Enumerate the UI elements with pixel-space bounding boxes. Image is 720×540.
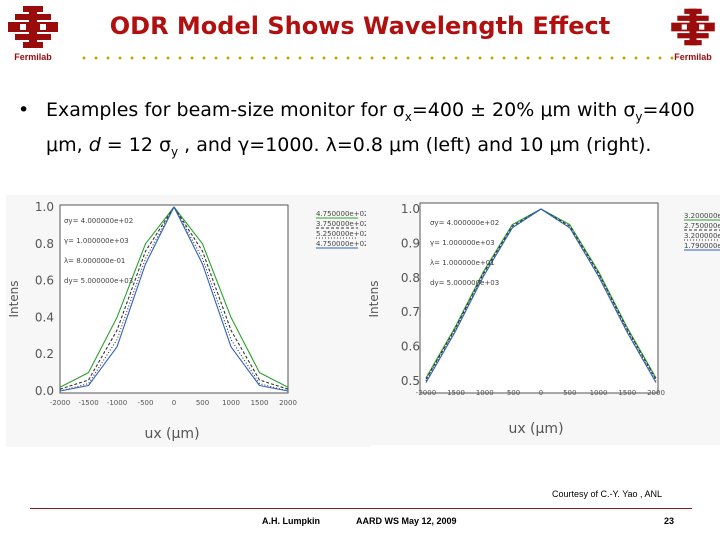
parameter-label: σy= 4.000000e+02 xyxy=(64,217,133,225)
legend-entry: 2.750000e+02 xyxy=(684,222,720,230)
y-tick-label: 0.8 xyxy=(35,237,54,251)
y-tick-label: 0.7 xyxy=(401,305,420,319)
footer-meeting: AARD WS May 12, 2009 xyxy=(356,516,457,526)
x-tick-label: -2000 xyxy=(416,389,436,397)
left-plot: 1.0 0.8 0.6 0.4 0.2 0.0 -2000 -1500 -1000 -500 0 5… xyxy=(6,195,371,447)
left-plot-xlabel: ux (μm) xyxy=(144,426,199,442)
x-tick-label: -500 xyxy=(138,399,154,407)
left-plot-ylabel: Intens xyxy=(7,280,21,317)
slide-title: ODR Model Shows Wavelength Effect xyxy=(109,12,611,40)
footer-author: A.H. Lumpkin xyxy=(262,516,320,526)
bullet-text: Examples for beam-size monitor for σx=40… xyxy=(46,99,695,159)
parameter-label: dy= 5.000000e+03 xyxy=(430,279,499,287)
y-tick-label: 0.5 xyxy=(401,374,420,388)
y-tick-label: 0.9 xyxy=(401,236,420,250)
series-line xyxy=(425,208,657,383)
legend-entry: 1.790000e+02 xyxy=(684,242,720,250)
y-tick-label: 0.0 xyxy=(35,384,54,398)
courtesy-note: Courtesy of C.-Y. Yao , ANL xyxy=(552,489,663,499)
x-tick-label: 1500 xyxy=(251,399,269,407)
x-tick-label: 1000 xyxy=(590,389,608,397)
x-tick-label: -500 xyxy=(504,389,520,397)
y-tick-label: 1.0 xyxy=(401,202,420,216)
x-tick-label: -1000 xyxy=(473,389,493,397)
legend-entry: 3.200000e+02 xyxy=(684,232,720,240)
y-tick-label: 0.6 xyxy=(35,274,54,288)
x-tick-label: -1500 xyxy=(445,389,465,397)
x-tick-label: 500 xyxy=(196,399,209,407)
legend-entry: 3.200000e+02 xyxy=(684,212,720,220)
bullet-dot: • xyxy=(18,99,30,121)
parameter-label: λ= 1.000000e+01 xyxy=(430,259,495,267)
parameter-label: σy= 4.000000e+02 xyxy=(430,219,499,227)
x-tick-label: -1000 xyxy=(107,399,127,407)
right-plot: 1.0 0.9 0.8 0.7 0.6 0.5 -2000 -1500 -1000 -500 0 5… xyxy=(366,195,720,445)
footer-page-number: 23 xyxy=(664,516,675,526)
y-tick-label: 1.0 xyxy=(35,200,54,214)
y-tick-label: 0.4 xyxy=(35,310,54,324)
left-plot-svg: 1.0 0.8 0.6 0.4 0.2 0.0 -2000 -1500 -1000 -500 0 5… xyxy=(7,200,368,442)
left-plot-frame xyxy=(59,204,289,394)
parameter-label: λ= 8.000000e-01 xyxy=(64,257,125,265)
fermilab-logo-right: Fermilab xyxy=(666,4,720,62)
x-tick-label: 500 xyxy=(563,389,576,397)
x-tick-label: 2000 xyxy=(647,389,665,397)
y-tick-label: 0.6 xyxy=(401,340,420,354)
right-plot-ylabel: Intens xyxy=(367,280,381,317)
fermilab-icon xyxy=(671,8,715,46)
legend-entry: 4.750000e+02 xyxy=(316,240,368,248)
series-line xyxy=(425,208,657,380)
series-line xyxy=(59,206,289,392)
footer-rule xyxy=(30,508,692,509)
x-tick-label: 1000 xyxy=(222,399,240,407)
logo-label: Fermilab xyxy=(674,52,712,62)
x-tick-label: -1500 xyxy=(78,399,98,407)
parameter-label: γ= 1.000000e+03 xyxy=(430,239,495,247)
x-tick-label: 1500 xyxy=(618,389,636,397)
right-plot-xlabel: ux (μm) xyxy=(508,421,563,437)
title-divider-dots xyxy=(78,56,680,60)
right-plot-frame xyxy=(419,202,659,394)
x-tick-label: 0 xyxy=(172,399,176,407)
y-tick-label: 0.2 xyxy=(35,347,54,361)
fermilab-logo-left: Fermilab xyxy=(2,4,64,62)
x-tick-label: 2000 xyxy=(279,399,297,407)
right-plot-svg: 1.0 0.9 0.8 0.7 0.6 0.5 -2000 -1500 -1000 -500 0 5… xyxy=(367,202,720,437)
legend-entry: 4.750000e+02 xyxy=(316,210,368,218)
legend-entry: 3.750000e+02 xyxy=(316,220,368,228)
legend-entry: 5.250000e+02 xyxy=(316,230,368,238)
x-tick-label: -2000 xyxy=(50,399,70,407)
y-tick-label: 0.8 xyxy=(401,271,420,285)
logo-label: Fermilab xyxy=(14,52,52,62)
parameter-label: dy= 5.000000e+03 xyxy=(64,277,133,285)
parameter-label: γ= 1.000000e+03 xyxy=(64,237,129,245)
x-tick-label: 0 xyxy=(539,389,543,397)
fermilab-icon xyxy=(8,6,58,48)
